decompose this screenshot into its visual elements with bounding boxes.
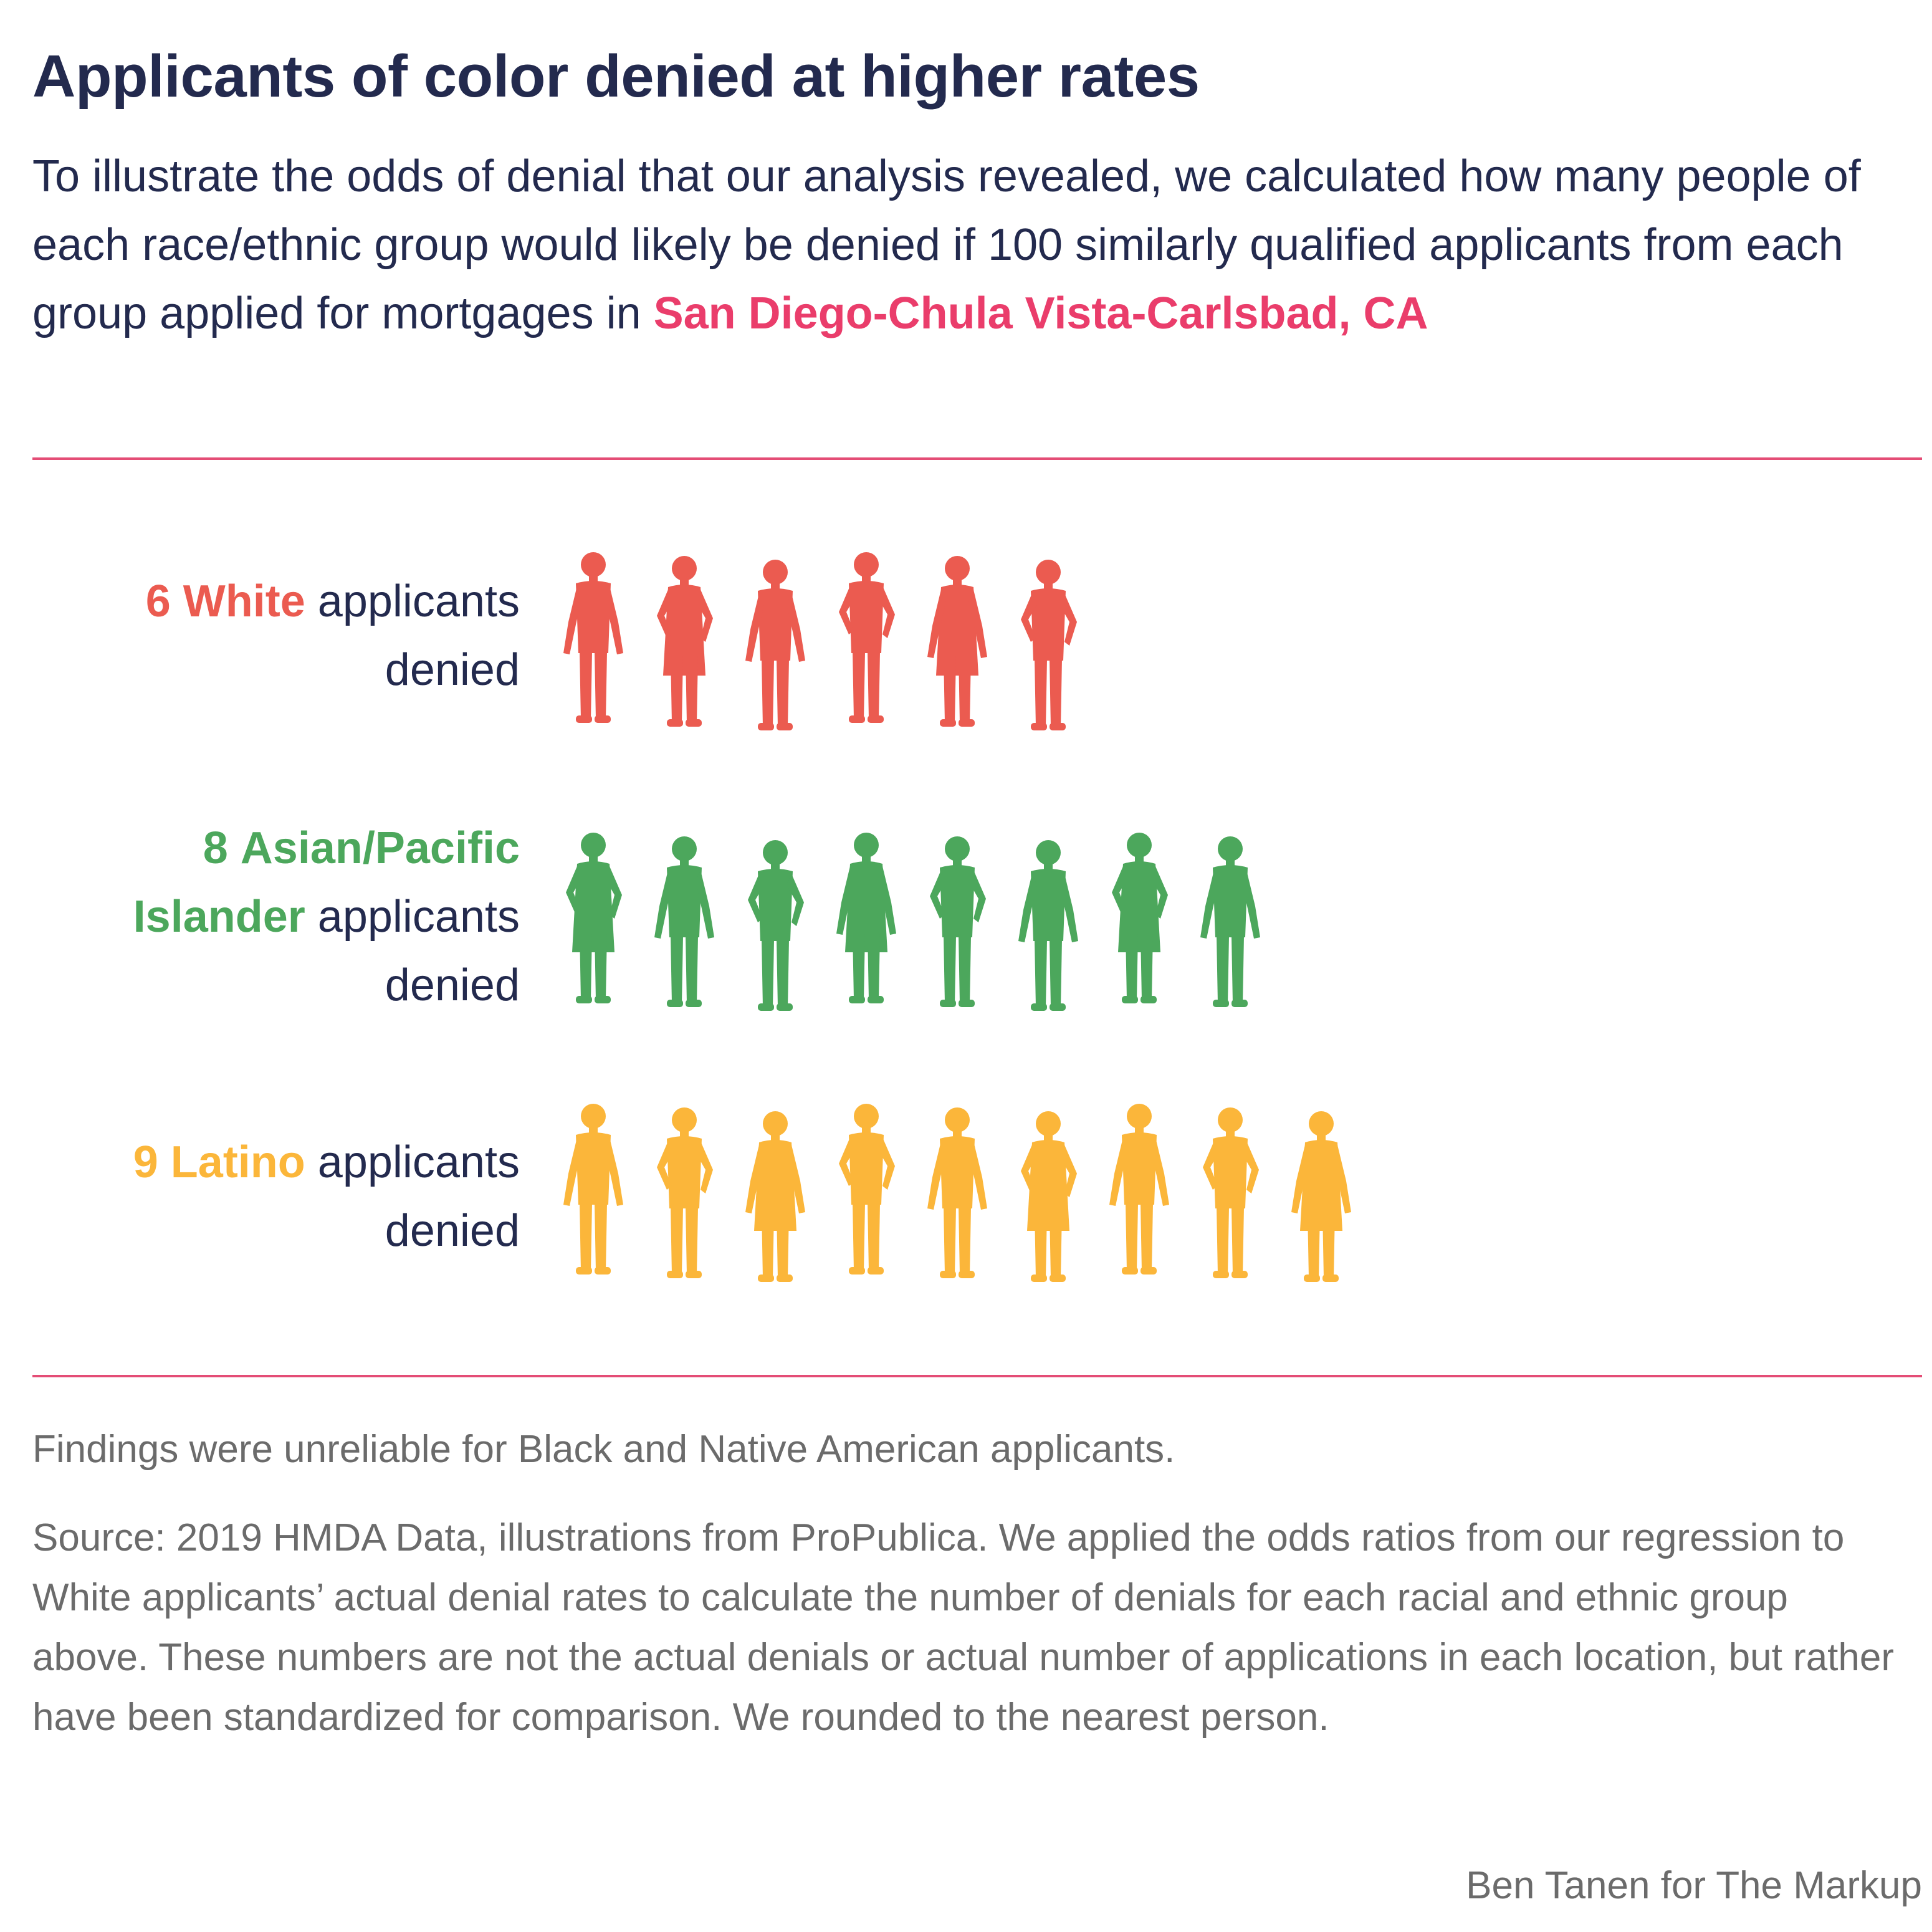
row-label-asian-pacific-islander: 8 Asian/Pacific Islander applicants deni…: [21, 814, 520, 1020]
bottom-divider: [32, 1375, 1922, 1377]
pictogram-row-latino: [563, 1104, 1351, 1282]
person-icon: [748, 840, 804, 1011]
top-divider: [32, 457, 1922, 460]
row-label-white: 6 White applicants denied: [21, 567, 520, 704]
person-icon: [654, 836, 714, 1007]
row-group: Latino: [170, 1137, 305, 1187]
intro-text: To illustrate the odds of denial that ou…: [32, 151, 1861, 338]
person-icon: [1200, 836, 1260, 1007]
row-suffix: applicants denied: [317, 576, 520, 695]
footnote-unreliable: Findings were unreliable for Black and N…: [32, 1428, 1175, 1471]
graphic: Applicants of color denied at higher rat…: [32, 0, 1922, 1932]
person-icon: [839, 1104, 895, 1274]
person-icon: [563, 552, 623, 723]
person-icon: [1203, 1107, 1259, 1278]
row-count: 9: [133, 1137, 158, 1187]
chart-title: Applicants of color denied at higher rat…: [32, 43, 1200, 110]
person-icon: [745, 1111, 805, 1282]
person-icon: [1112, 833, 1168, 1003]
location-highlight: San Diego-Chula Vista-Carlsbad, CA: [653, 289, 1428, 338]
chart-intro: To illustrate the odds of denial that ou…: [32, 142, 1908, 348]
person-icon: [1021, 560, 1077, 730]
person-icon: [927, 1107, 987, 1278]
pictogram-row-asian-pacific-islander: [566, 833, 1260, 1011]
row-group: Asian/Pacific Islander: [133, 823, 520, 942]
person-icon: [566, 833, 622, 1003]
pictogram-row-white: [563, 552, 1077, 730]
row-count: 8: [203, 823, 228, 873]
person-icon: [839, 552, 895, 723]
person-icon: [657, 1107, 713, 1278]
person-icon: [657, 556, 713, 727]
person-icon: [1291, 1111, 1351, 1282]
person-icon: [1109, 1104, 1169, 1274]
person-icon: [930, 836, 986, 1007]
person-icon: [927, 556, 987, 727]
row-label-latino: 9 Latino applicants denied: [21, 1128, 520, 1265]
person-icon: [836, 833, 896, 1003]
row-group: White: [183, 576, 305, 626]
row-count: 6: [145, 576, 171, 626]
row-suffix: applicants denied: [317, 1137, 520, 1256]
person-icon: [745, 560, 805, 730]
person-icon: [1018, 840, 1078, 1011]
person-icon: [1021, 1111, 1077, 1282]
source-note: Source: 2019 HMDA Data, illustrations fr…: [32, 1516, 1895, 1739]
credit-line: Ben Tanen for The Markup: [1466, 1864, 1922, 1907]
person-icon: [563, 1104, 623, 1274]
row-suffix: applicants denied: [317, 892, 520, 1010]
